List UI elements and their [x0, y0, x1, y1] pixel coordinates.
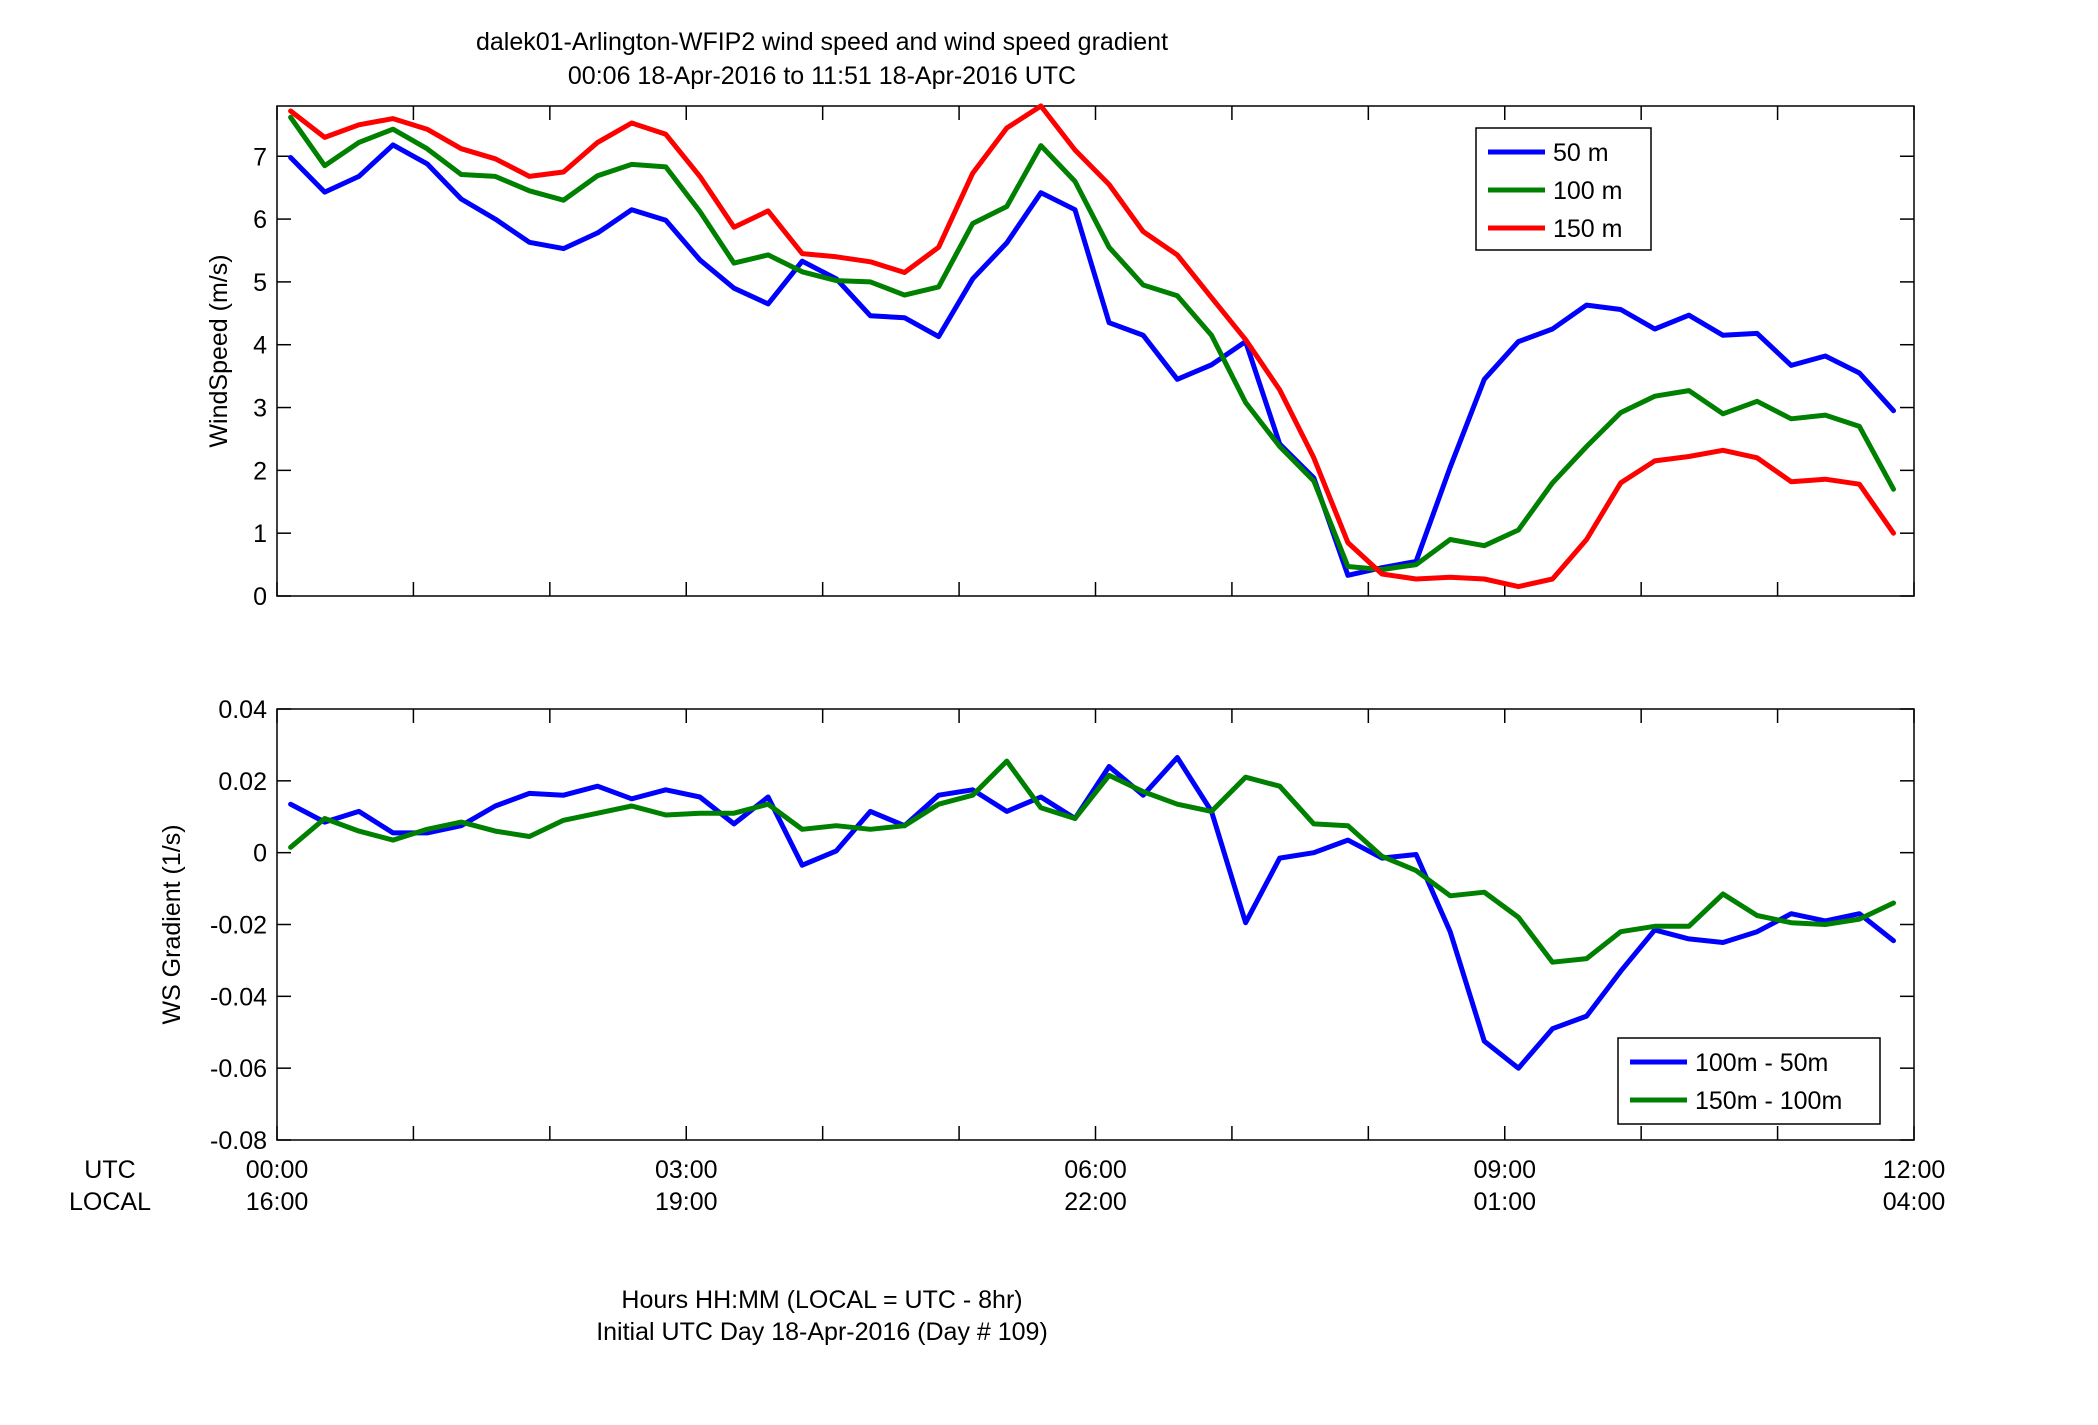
y-tick-label: 5 — [253, 269, 267, 297]
chart-title-line1: dalek01-Arlington-WFIP2 wind speed and w… — [476, 28, 1168, 56]
y-tick-label: 0 — [253, 840, 267, 868]
utc-tick-label: 00:00 — [246, 1156, 309, 1184]
gradient-legend: 100m - 50m 150m - 100m — [1617, 1037, 1881, 1125]
legend-label: 100 m — [1553, 177, 1622, 205]
windspeed-plot-area — [276, 105, 1915, 597]
legend-label: 150 m — [1553, 215, 1622, 243]
series-line — [288, 755, 1896, 1071]
local-row-label: LOCAL — [69, 1188, 151, 1216]
y-tick-label: 3 — [253, 395, 267, 423]
windspeed-series-lines — [288, 103, 1896, 590]
gradient-y-axis-label: WS Gradient (1/s) — [158, 824, 186, 1024]
legend-label: 50 m — [1553, 139, 1609, 167]
windspeed-x-ticks — [276, 106, 1915, 596]
legend-label: 150m - 100m — [1695, 1087, 1842, 1115]
y-tick-label: 7 — [253, 143, 267, 171]
gradient-panel: -0.08 -0.06 -0.04 -0.02 0 0.02 0.04 WS Gradien… — [158, 696, 1915, 1155]
local-tick-label: 22:00 — [1064, 1188, 1127, 1216]
legend-label: 100m - 50m — [1695, 1049, 1828, 1077]
y-tick-label: -0.08 — [210, 1127, 267, 1155]
y-tick-label: -0.04 — [210, 983, 267, 1011]
y-tick-label: -0.06 — [210, 1055, 267, 1083]
chart-title-line2: 00:06 18-Apr-2016 to 11:51 18-Apr-2016 U… — [568, 62, 1076, 90]
utc-tick-label: 12:00 — [1883, 1156, 1946, 1184]
series-line — [288, 758, 1896, 965]
windspeed-panel: 0 1 2 3 4 5 6 7 WindSpeed (m/s) 50 m 100 m 150 m — [205, 103, 1915, 611]
local-tick-label: 04:00 — [1883, 1188, 1946, 1216]
gradient-x-ticks — [276, 709, 1915, 1140]
x-axis-label-line1: Hours HH:MM (LOCAL = UTC - 8hr) — [621, 1286, 1022, 1314]
y-tick-label: -0.02 — [210, 912, 267, 940]
series-line — [288, 103, 1896, 590]
local-tick-label: 16:00 — [246, 1188, 309, 1216]
y-tick-label: 2 — [253, 457, 267, 485]
y-tick-label: 0.04 — [218, 696, 267, 724]
windspeed-y-axis: 0 1 2 3 4 5 6 7 — [253, 143, 1914, 611]
y-tick-label: 1 — [253, 520, 267, 548]
gradient-series-lines — [288, 755, 1896, 1071]
y-tick-label: 0 — [253, 583, 267, 611]
time-tick-labels: 00:00 16:00 03:00 19:00 06:00 22:00 09:00 01:00… — [246, 1156, 1946, 1216]
windspeed-y-axis-label: WindSpeed (m/s) — [205, 254, 233, 447]
utc-tick-label: 09:00 — [1473, 1156, 1536, 1184]
y-tick-label: 6 — [253, 206, 267, 234]
utc-tick-label: 03:00 — [655, 1156, 718, 1184]
y-tick-label: 4 — [253, 332, 267, 360]
local-tick-label: 19:00 — [655, 1188, 718, 1216]
series-line — [288, 142, 1896, 578]
utc-tick-label: 06:00 — [1064, 1156, 1127, 1184]
utc-row-label: UTC — [84, 1156, 135, 1184]
windspeed-legend: 50 m 100 m 150 m — [1475, 127, 1652, 251]
local-tick-label: 01:00 — [1473, 1188, 1536, 1216]
legend-box — [1617, 1037, 1881, 1125]
x-axis-label-line2: Initial UTC Day 18-Apr-2016 (Day # 109) — [596, 1318, 1048, 1346]
y-tick-label: 0.02 — [218, 768, 267, 796]
gradient-y-axis: -0.08 -0.06 -0.04 -0.02 0 0.02 0.04 — [210, 696, 1914, 1155]
series-line — [288, 114, 1896, 573]
